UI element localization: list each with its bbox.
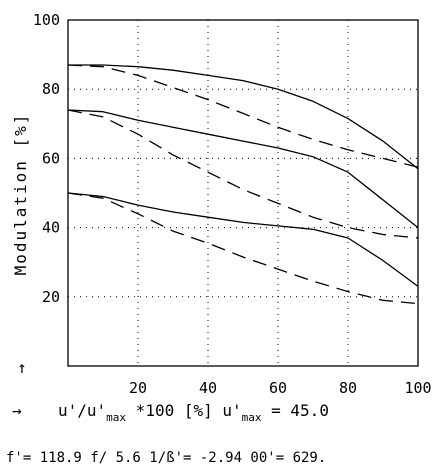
x-axis-label-rest: *100 [%] u' (126, 401, 242, 420)
y-axis-arrow: ↑ (17, 358, 27, 377)
y-tick-label-60: 60 (42, 149, 60, 167)
x-tick-labels: 20 40 60 80 100 (129, 379, 432, 397)
grid-lines (68, 20, 418, 366)
y-tick-label-40: 40 (42, 219, 60, 237)
x-axis-arrow: → (12, 401, 22, 420)
footer-parameters: f'= 118.9 f/ 5.6 1/ß'= -2.94 00'= 629. (6, 450, 326, 466)
series-line-6-dashed (67, 192, 419, 305)
y-tick-labels: 20 40 60 80 100 (33, 11, 60, 306)
x-tick-label-20: 20 (129, 379, 147, 397)
series-line-3-solid (67, 109, 419, 229)
y-tick-label-80: 80 (42, 80, 60, 98)
x-tick-label-100: 100 (404, 379, 431, 397)
series-line-4-dashed (67, 109, 419, 239)
x-tick-label-40: 40 (199, 379, 217, 397)
y-tick-label-20: 20 (42, 288, 60, 306)
x-tick-label-80: 80 (339, 379, 357, 397)
x-axis-label-value: = 45.0 (262, 401, 329, 420)
x-axis-label-main: u'/u' (58, 401, 106, 420)
y-axis-label: Modulation [%] (11, 113, 30, 276)
x-tick-label-60: 60 (269, 379, 287, 397)
series-line-2-dashed (67, 64, 419, 168)
x-axis-label-sub: max (106, 411, 126, 424)
plot-frame (67, 19, 419, 367)
series-line-1-solid (68, 64, 419, 170)
series-line-5-solid (67, 192, 419, 287)
x-axis-label: u'/u'max *100 [%] u'max = 45.0 (58, 401, 329, 424)
y-tick-label-100: 100 (33, 11, 60, 29)
series-group (67, 64, 419, 305)
x-axis-label-sub2: max (242, 411, 262, 424)
